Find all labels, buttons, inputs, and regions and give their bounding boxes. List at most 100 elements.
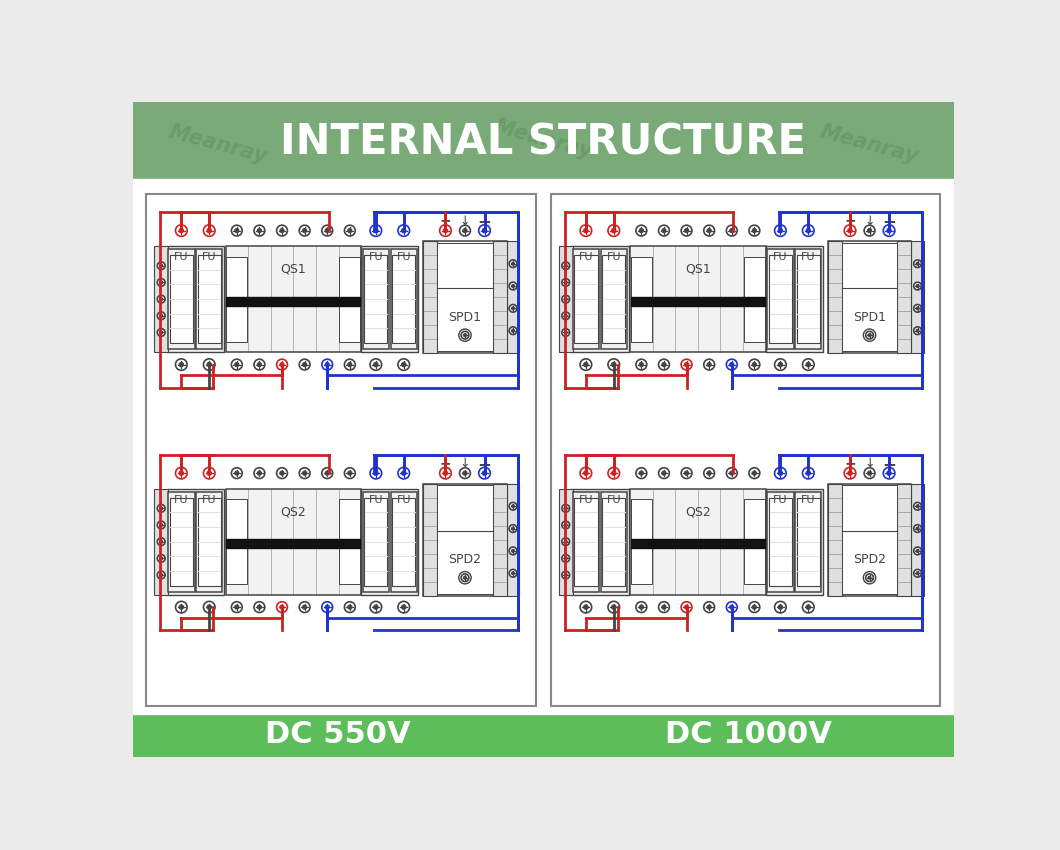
Circle shape <box>344 468 355 479</box>
Circle shape <box>868 334 871 337</box>
Text: DC 1000V: DC 1000V <box>666 721 832 750</box>
Text: ↓: ↓ <box>460 215 471 228</box>
Circle shape <box>512 263 514 265</box>
Circle shape <box>775 224 787 236</box>
Circle shape <box>277 602 287 613</box>
Circle shape <box>887 229 891 233</box>
Circle shape <box>160 314 162 317</box>
Bar <box>226 297 360 306</box>
Bar <box>631 499 652 584</box>
Circle shape <box>639 362 643 366</box>
Circle shape <box>806 229 811 233</box>
Circle shape <box>775 468 787 479</box>
Circle shape <box>440 224 452 236</box>
Text: +: + <box>844 457 855 471</box>
Bar <box>571 489 629 595</box>
Circle shape <box>373 605 378 609</box>
Bar <box>602 498 625 586</box>
Bar <box>437 243 493 352</box>
Circle shape <box>802 359 814 371</box>
Bar <box>631 297 765 306</box>
Bar <box>226 499 247 584</box>
Circle shape <box>580 224 591 236</box>
Circle shape <box>562 295 569 303</box>
Circle shape <box>299 225 310 236</box>
Circle shape <box>866 574 873 581</box>
Circle shape <box>775 359 787 371</box>
Circle shape <box>302 362 306 366</box>
Bar <box>493 484 507 596</box>
Bar <box>226 539 360 548</box>
Bar <box>630 246 765 352</box>
Circle shape <box>914 260 921 268</box>
Text: FU: FU <box>773 252 788 262</box>
Circle shape <box>562 329 569 337</box>
Circle shape <box>160 557 162 560</box>
Bar <box>631 539 765 548</box>
Circle shape <box>207 362 211 366</box>
Bar <box>767 491 794 592</box>
Text: +: + <box>440 457 452 471</box>
Circle shape <box>479 468 491 479</box>
Circle shape <box>661 362 666 366</box>
Circle shape <box>778 605 782 609</box>
Circle shape <box>461 574 469 581</box>
Circle shape <box>157 295 165 303</box>
Circle shape <box>562 504 569 513</box>
Circle shape <box>231 225 243 236</box>
Circle shape <box>512 329 514 332</box>
Circle shape <box>916 549 919 552</box>
Circle shape <box>463 471 467 475</box>
Bar <box>828 484 842 596</box>
Circle shape <box>277 468 287 479</box>
Circle shape <box>258 605 262 609</box>
Circle shape <box>867 229 871 233</box>
Circle shape <box>344 225 355 236</box>
Circle shape <box>179 229 183 233</box>
Circle shape <box>704 468 714 479</box>
Circle shape <box>348 229 352 233</box>
Circle shape <box>749 602 760 613</box>
Circle shape <box>639 605 643 609</box>
Circle shape <box>661 605 666 609</box>
Circle shape <box>344 602 355 613</box>
Circle shape <box>704 360 714 370</box>
Circle shape <box>402 471 406 475</box>
Circle shape <box>562 538 569 546</box>
Circle shape <box>658 225 669 236</box>
Bar <box>423 484 437 596</box>
Circle shape <box>509 524 517 532</box>
Circle shape <box>463 576 466 579</box>
Circle shape <box>204 359 215 371</box>
Circle shape <box>802 601 814 613</box>
Bar <box>392 498 416 586</box>
Bar <box>630 489 765 595</box>
Circle shape <box>370 468 382 479</box>
Text: FU: FU <box>801 495 815 505</box>
Circle shape <box>916 307 919 309</box>
Circle shape <box>157 262 165 269</box>
Circle shape <box>204 224 215 236</box>
Circle shape <box>258 471 262 475</box>
Circle shape <box>612 229 616 233</box>
Circle shape <box>883 468 895 479</box>
Circle shape <box>564 281 567 284</box>
Circle shape <box>443 471 447 475</box>
Circle shape <box>562 312 569 320</box>
Circle shape <box>280 471 284 475</box>
Text: ↓: ↓ <box>864 457 874 470</box>
Circle shape <box>883 224 895 236</box>
Circle shape <box>176 224 188 236</box>
Circle shape <box>685 229 689 233</box>
Circle shape <box>580 601 591 613</box>
Bar <box>437 485 493 594</box>
Bar <box>132 711 954 714</box>
Bar <box>132 179 954 183</box>
Circle shape <box>844 224 855 236</box>
Text: FU: FU <box>202 495 216 505</box>
Bar <box>226 246 361 352</box>
Circle shape <box>322 225 333 236</box>
Bar <box>765 489 823 595</box>
Circle shape <box>726 225 737 236</box>
Circle shape <box>749 360 760 370</box>
